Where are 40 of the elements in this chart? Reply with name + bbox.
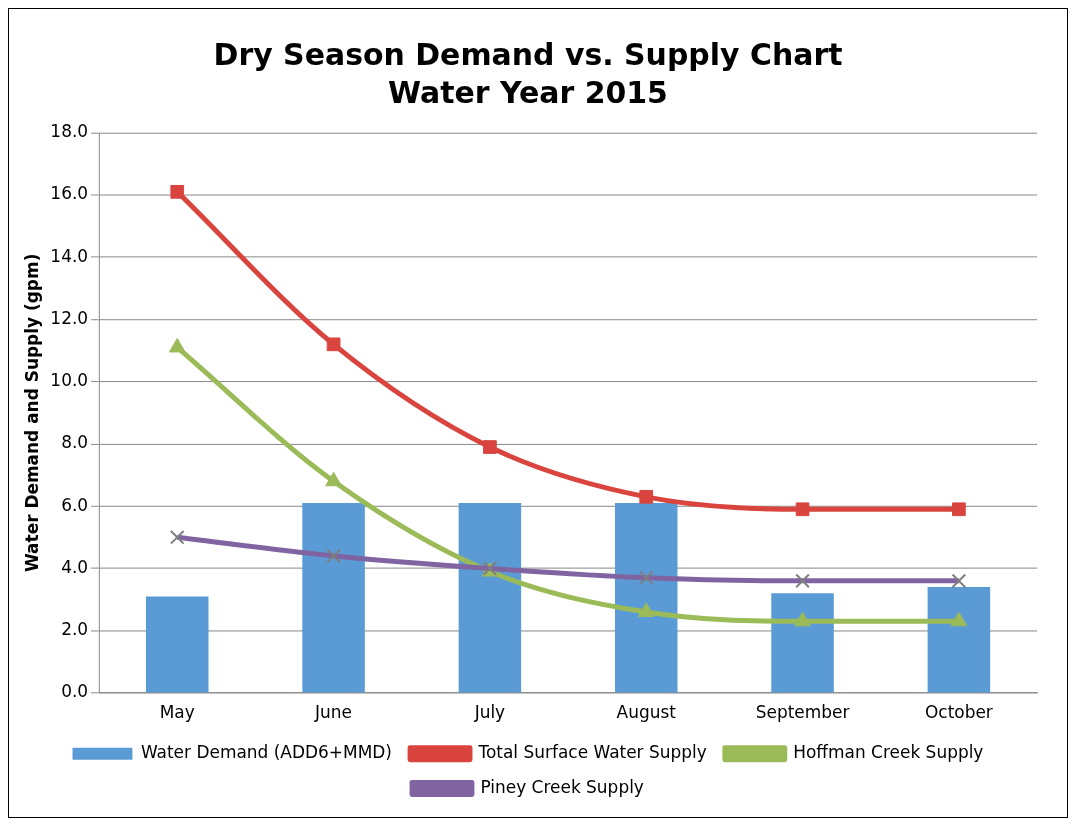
y-tick-label: 10.0 xyxy=(50,370,89,391)
y-tick-label: 12.0 xyxy=(50,307,89,328)
bar xyxy=(458,503,522,693)
point xyxy=(639,489,654,504)
bar xyxy=(145,596,209,693)
bar xyxy=(771,593,834,693)
x-tick-label: July xyxy=(473,702,506,723)
point xyxy=(170,184,185,199)
point xyxy=(326,337,341,352)
y-tick-label: 14.0 xyxy=(50,245,89,266)
legend-label: Hoffman Creek Supply xyxy=(793,742,984,763)
y-tick-label: 2.0 xyxy=(61,619,89,640)
y-tick-label: 0.0 xyxy=(61,681,89,702)
point xyxy=(795,502,810,517)
y-tick-label: 4.0 xyxy=(61,556,89,577)
point xyxy=(952,502,966,517)
x-tick-label: June xyxy=(314,702,353,723)
y-tick-label: 16.0 xyxy=(50,183,89,204)
bar xyxy=(614,503,678,693)
chart-subtitle: Water Year 2015 xyxy=(388,74,668,110)
x-tick-label: August xyxy=(616,702,677,723)
point xyxy=(951,573,967,589)
point xyxy=(326,548,341,564)
y-tick-label: 18.0 xyxy=(50,121,89,142)
bar xyxy=(927,587,991,693)
legend-label: Total Surface Water Supply xyxy=(477,742,707,763)
x-tick-label: September xyxy=(755,702,850,723)
point xyxy=(483,440,497,454)
chart-title: Dry Season Demand vs. Supply Chart xyxy=(213,36,843,72)
x-tick-label: October xyxy=(924,702,993,723)
y-axis-title: Water Demand and Supply (gpm) xyxy=(21,253,42,572)
x-tick-label: May xyxy=(159,702,195,723)
point xyxy=(638,570,654,586)
point xyxy=(169,529,185,545)
y-tick-label: 6.0 xyxy=(61,494,89,515)
point xyxy=(795,573,810,589)
legend-label: Piney Creek Supply xyxy=(480,776,644,797)
y-tick-label: 8.0 xyxy=(61,432,89,453)
bar xyxy=(302,503,365,693)
legend-label: Water Demand (ADD6+MMD) xyxy=(140,742,392,763)
